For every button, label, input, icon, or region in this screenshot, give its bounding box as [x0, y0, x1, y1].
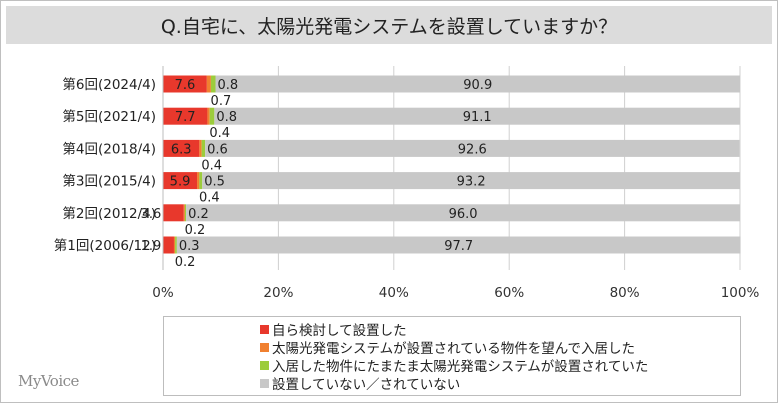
chart-title: Q.自宅に、太陽光発電システムを設置していますか？ — [6, 6, 772, 44]
data-label: 93.2 — [457, 175, 486, 190]
legend-swatch — [260, 378, 269, 388]
x-tick-label: 80% — [610, 285, 640, 301]
data-label: 97.7 — [444, 239, 473, 254]
bar-segment — [201, 139, 206, 157]
legend-swatch — [260, 360, 269, 370]
data-label: 0.5 — [204, 175, 225, 190]
data-label: 0.7 — [211, 94, 232, 109]
category-label: 第6回(2024/4) — [62, 76, 156, 93]
bar-segment — [209, 107, 215, 125]
data-label: 0.8 — [218, 78, 239, 93]
data-label: 0.3 — [179, 239, 200, 254]
legend-swatch — [260, 342, 269, 352]
bar-segment — [214, 107, 740, 125]
x-tick-label: 0% — [152, 285, 174, 301]
legend-swatch — [260, 324, 269, 334]
bar-segment — [175, 236, 177, 254]
data-label: 0.2 — [175, 255, 196, 270]
data-label: 0.4 — [199, 191, 220, 206]
data-label: 1.9 — [141, 239, 162, 254]
x-tick-label: 20% — [263, 285, 293, 301]
data-label: 0.4 — [209, 126, 230, 141]
data-label: 0.2 — [185, 223, 206, 238]
bar-segment — [205, 139, 740, 157]
category-label: 第5回(2021/4) — [62, 108, 156, 125]
legend-label: 入居した物件にたまたま太陽光発電システムが設置されていた — [272, 359, 649, 375]
legend-item-happened-installed: 入居した物件にたまたま太陽光発電システムが設置されていた — [260, 356, 740, 375]
data-label: 90.9 — [463, 78, 492, 93]
bar-segment — [163, 204, 184, 222]
bar-segment — [199, 139, 202, 157]
category-label: 第1回(2006/12) — [54, 237, 156, 254]
bar-segment — [202, 172, 741, 190]
bar-segment — [210, 75, 216, 93]
data-label: 92.6 — [458, 142, 487, 157]
category-label: 第4回(2018/4) — [62, 140, 156, 157]
legend-item-not-installed: 設置していない／されていない — [260, 374, 740, 393]
data-label: 91.1 — [463, 110, 492, 125]
bar-segment — [207, 107, 210, 125]
chart-legend: 自ら検討して設置した 太陽光発電システムが設置されている物件を望んで入居した 入… — [163, 316, 741, 396]
bar-segment — [206, 75, 211, 93]
data-label: 6.3 — [171, 142, 192, 157]
legend-label: 自ら検討して設置した — [272, 323, 407, 339]
legend-label: 太陽光発電システムが設置されている物件を望んで入居した — [272, 341, 636, 357]
bar-segment — [197, 172, 200, 190]
bar-segment — [184, 204, 187, 222]
bar-segment — [186, 204, 740, 222]
legend-item-preinstalled-wanted: 太陽光発電システムが設置されている物件を望んで入居した — [260, 338, 740, 357]
bar-segment — [163, 107, 208, 125]
bar-segment — [176, 236, 741, 254]
bar-segment — [163, 236, 174, 254]
data-label: 0.4 — [201, 158, 222, 173]
data-label: 0.2 — [188, 207, 209, 222]
bar-segment — [183, 204, 185, 222]
legend-item-self-considered: 自ら検討して設置した — [260, 320, 740, 339]
category-label: 第3回(2015/4) — [62, 173, 156, 190]
bar-segment — [215, 75, 740, 93]
bar-segment — [163, 75, 207, 93]
x-tick-label: 60% — [494, 285, 524, 301]
data-label: 3.6 — [141, 207, 162, 222]
bar-segment — [163, 139, 200, 157]
data-label: 0.6 — [207, 142, 228, 157]
myvoice-logo: MyVoice — [18, 372, 79, 390]
data-label: 7.7 — [175, 110, 196, 125]
data-label: 0.8 — [216, 110, 237, 125]
bar-segment — [199, 172, 203, 190]
bar-segment — [173, 236, 176, 254]
x-tick-label: 40% — [379, 285, 409, 301]
bar-segment — [163, 172, 198, 190]
x-tick-label: 100% — [721, 285, 760, 301]
data-label: 7.6 — [175, 78, 196, 93]
data-label: 5.9 — [170, 175, 191, 190]
category-label: 第2回(2012/4) — [62, 205, 156, 222]
legend-label: 設置していない／されていない — [272, 377, 461, 393]
data-label: 96.0 — [449, 207, 478, 222]
